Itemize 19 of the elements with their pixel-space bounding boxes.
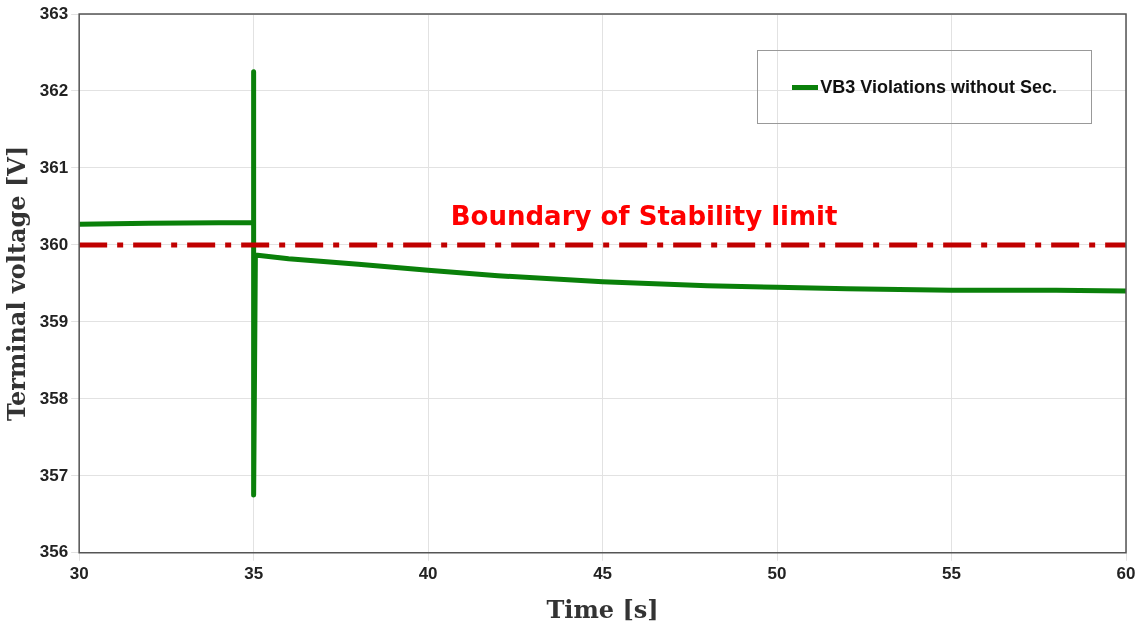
x-tick-label: 60 (1116, 563, 1136, 583)
legend-label: VB3 Violations without Sec. (820, 76, 1057, 99)
x-tick-label: 55 (942, 563, 961, 583)
y-tick-label: 358 (39, 388, 69, 408)
x-tick-label: 30 (69, 563, 89, 583)
ref-line-label: Boundary of Stability limit (450, 200, 838, 231)
y-tick-label: 357 (39, 465, 69, 485)
x-axis-title: Time [s] (546, 594, 659, 624)
y-tick-label: 359 (39, 311, 69, 331)
y-tick-label: 356 (39, 542, 69, 562)
x-tick-label: 45 (593, 563, 613, 583)
y-tick-label: 362 (39, 80, 69, 100)
x-tick-label: 50 (767, 563, 787, 583)
y-tick-label: 363 (39, 3, 69, 23)
y-axis-title: Terminal voltage [V] (1, 145, 31, 422)
x-tick-label: 35 (244, 563, 264, 583)
y-tick-label: 361 (39, 157, 69, 177)
x-tick-label: 40 (418, 563, 438, 583)
y-tick-label: 360 (39, 234, 69, 254)
